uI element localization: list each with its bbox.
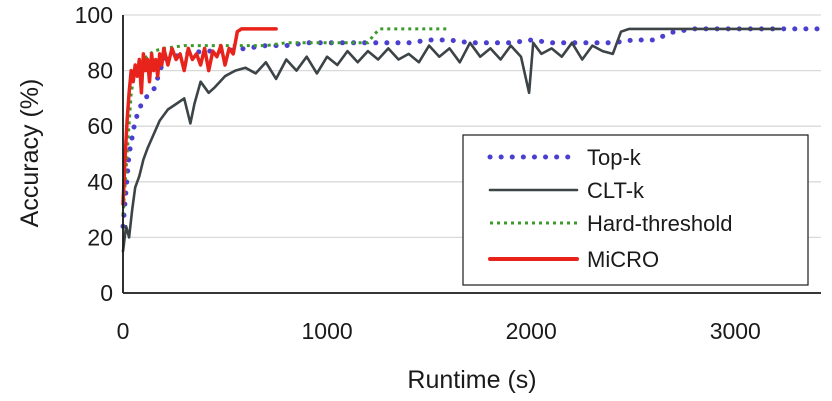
legend-label: Top-k [587, 145, 642, 170]
legend-label: CLT-k [587, 178, 645, 203]
series-lines [120, 26, 824, 253]
series-line-hard-threshold [121, 27, 450, 216]
y-tick-label: 100 [75, 2, 113, 28]
series-line-micro [121, 27, 278, 206]
y-axis-title: Accuracy (%) [16, 79, 44, 228]
legend: Top-k CLT-k Hard-threshold MiCRO [462, 134, 809, 286]
x-tick-label: 2000 [506, 318, 557, 344]
legend-label: MiCRO [587, 247, 659, 272]
x-tick-label: 3000 [710, 318, 761, 344]
y-tick-label: 0 [100, 280, 113, 306]
x-tick-label: 1000 [302, 318, 353, 344]
x-tick-label: 0 [117, 318, 130, 344]
series-line-top-k [120, 26, 824, 229]
y-tick-label: 20 [87, 224, 113, 250]
series-line-clt-k [121, 27, 782, 253]
y-tick-label: 80 [87, 58, 113, 84]
legend-label: Hard-threshold [587, 211, 733, 236]
y-tick-label: 40 [87, 169, 113, 195]
x-axis-title: Runtime (s) [407, 366, 536, 394]
y-tick-label: 60 [87, 113, 113, 139]
axes [122, 15, 821, 294]
